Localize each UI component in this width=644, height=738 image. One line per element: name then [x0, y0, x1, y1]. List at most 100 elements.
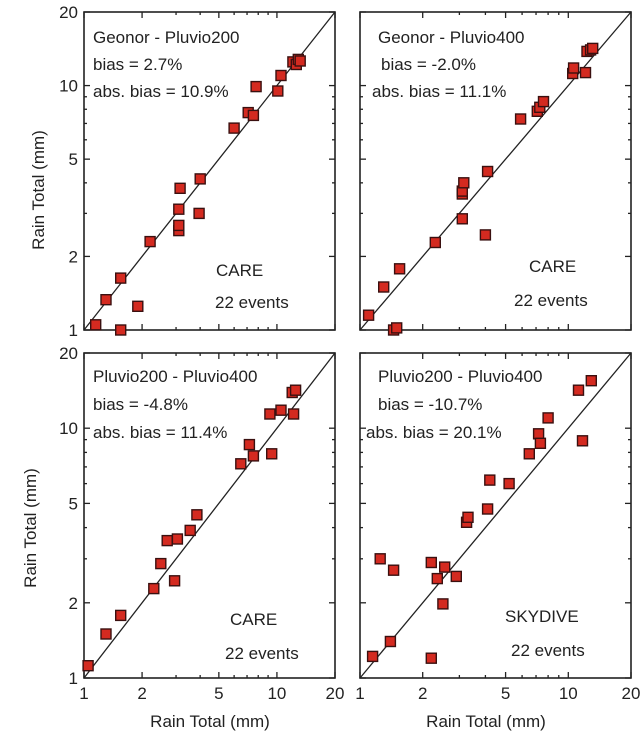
data-points [89, 53, 306, 336]
tick-marks [83, 11, 336, 331]
data-point [264, 408, 276, 420]
data-point [523, 448, 535, 460]
data-point [173, 219, 185, 232]
data-point [387, 564, 400, 576]
data-point [532, 428, 545, 440]
bias-text: bias = -10.7% [378, 395, 482, 414]
data-point [194, 173, 206, 185]
events-label: 22 events [511, 641, 585, 660]
panel-title: Geonor - Pluvio400 [378, 28, 524, 47]
site-label: CARE [216, 261, 263, 280]
data-point [462, 511, 474, 523]
data-point [250, 80, 262, 93]
data-point [193, 207, 205, 220]
events-label: 22 events [215, 293, 289, 312]
data-point [82, 660, 94, 672]
tick-marks [359, 11, 632, 331]
x-tick-labels: 1 2 5 10 20 [355, 684, 640, 703]
data-point [114, 272, 127, 284]
x-tick-label: 10 [559, 684, 578, 703]
data-point [585, 375, 597, 387]
panel-pluvio200-pluvio400-skydive: 1 2 5 10 20 Pluvio200 - Pluvio400 bias = -10… [355, 352, 640, 703]
data-point [114, 324, 127, 336]
x-axis-label-right: Rain Total (mm) [426, 712, 546, 731]
one-to-one-line [359, 11, 632, 331]
bias-text: bias = -2.0% [381, 55, 476, 74]
data-point [366, 650, 379, 663]
panel-title: Geonor - Pluvio200 [93, 28, 239, 47]
data-point [266, 448, 278, 460]
x-tick-label: 20 [326, 684, 345, 703]
data-point [393, 263, 406, 275]
bias-text: bias = 2.7% [93, 55, 182, 74]
data-point [247, 109, 260, 122]
x-axis-label-left: Rain Total (mm) [150, 712, 270, 731]
data-point [567, 62, 580, 74]
data-point [168, 575, 181, 587]
y-axis-label-bottom: Rain Total (mm) [21, 468, 40, 588]
x-tick-label: 5 [214, 684, 223, 703]
abs-bias-text: abs. bias = 20.1% [366, 423, 502, 442]
data-point [429, 236, 441, 249]
tick-marks [359, 352, 632, 679]
x-tick-label: 2 [418, 684, 427, 703]
data-point [89, 319, 102, 331]
y-tick-label: 20 [59, 3, 78, 22]
data-point [456, 213, 468, 225]
data-point [481, 503, 494, 515]
abs-bias-text: abs. bias = 10.9% [93, 82, 229, 101]
x-tick-label: 5 [501, 684, 510, 703]
x-tick-label: 1 [79, 684, 88, 703]
data-point [458, 177, 470, 189]
data-point [148, 582, 160, 595]
y-tick-label: 5 [69, 494, 78, 513]
data-point [503, 477, 515, 490]
plot-frame [359, 352, 632, 679]
y-axis-label-top: Rain Total (mm) [29, 130, 48, 250]
data-point [439, 561, 451, 573]
data-point [132, 300, 144, 312]
x-tick-labels: 1 2 5 10 20 [79, 684, 344, 703]
data-point [155, 557, 167, 570]
y-tick-label: 2 [69, 594, 78, 613]
data-point [173, 203, 185, 215]
site-label: SKYDIVE [505, 607, 579, 626]
y-tick-labels: 1 2 5 10 20 [59, 344, 78, 688]
panel-geonor-pluvio400: Geonor - Pluvio400 bias = -2.0% abs. bia… [359, 11, 632, 336]
data-point [247, 450, 260, 462]
events-label: 22 events [514, 291, 588, 310]
data-point [514, 113, 527, 125]
y-tick-label: 1 [69, 669, 78, 688]
bias-text: bias = -4.8% [93, 395, 188, 414]
x-tick-label: 2 [137, 684, 146, 703]
abs-bias-text: abs. bias = 11.4% [93, 423, 227, 442]
data-point [374, 553, 386, 565]
x-tick-label: 10 [267, 684, 286, 703]
data-point [362, 309, 375, 321]
data-point [450, 570, 462, 583]
data-point [431, 572, 443, 585]
data-points [366, 375, 597, 664]
events-label: 22 events [225, 644, 299, 663]
data-point [235, 458, 247, 470]
data-point [289, 384, 302, 396]
data-point [100, 628, 112, 640]
one-to-one-line [359, 352, 632, 679]
x-tick-label: 20 [622, 684, 641, 703]
y-tick-label: 20 [59, 344, 78, 363]
data-point [161, 534, 173, 547]
site-label: CARE [230, 610, 277, 629]
data-point [384, 635, 397, 648]
data-point [479, 229, 492, 241]
data-point [174, 182, 186, 195]
data-point [191, 509, 203, 521]
x-tick-label: 1 [355, 684, 364, 703]
data-point [272, 85, 284, 97]
data-point [425, 556, 437, 569]
data-point [378, 281, 390, 293]
data-point [481, 165, 494, 178]
panel-pluvio200-pluvio400-care: 1 2 5 10 20 1 2 5 10 20 Pluvio200 - Pluvio400 bi… [59, 344, 344, 703]
panel-geonor-pluvio200: 1 2 5 10 20 Geonor - Pluvio200 bias = 2.7% a… [59, 3, 336, 340]
y-tick-label: 10 [59, 419, 78, 438]
